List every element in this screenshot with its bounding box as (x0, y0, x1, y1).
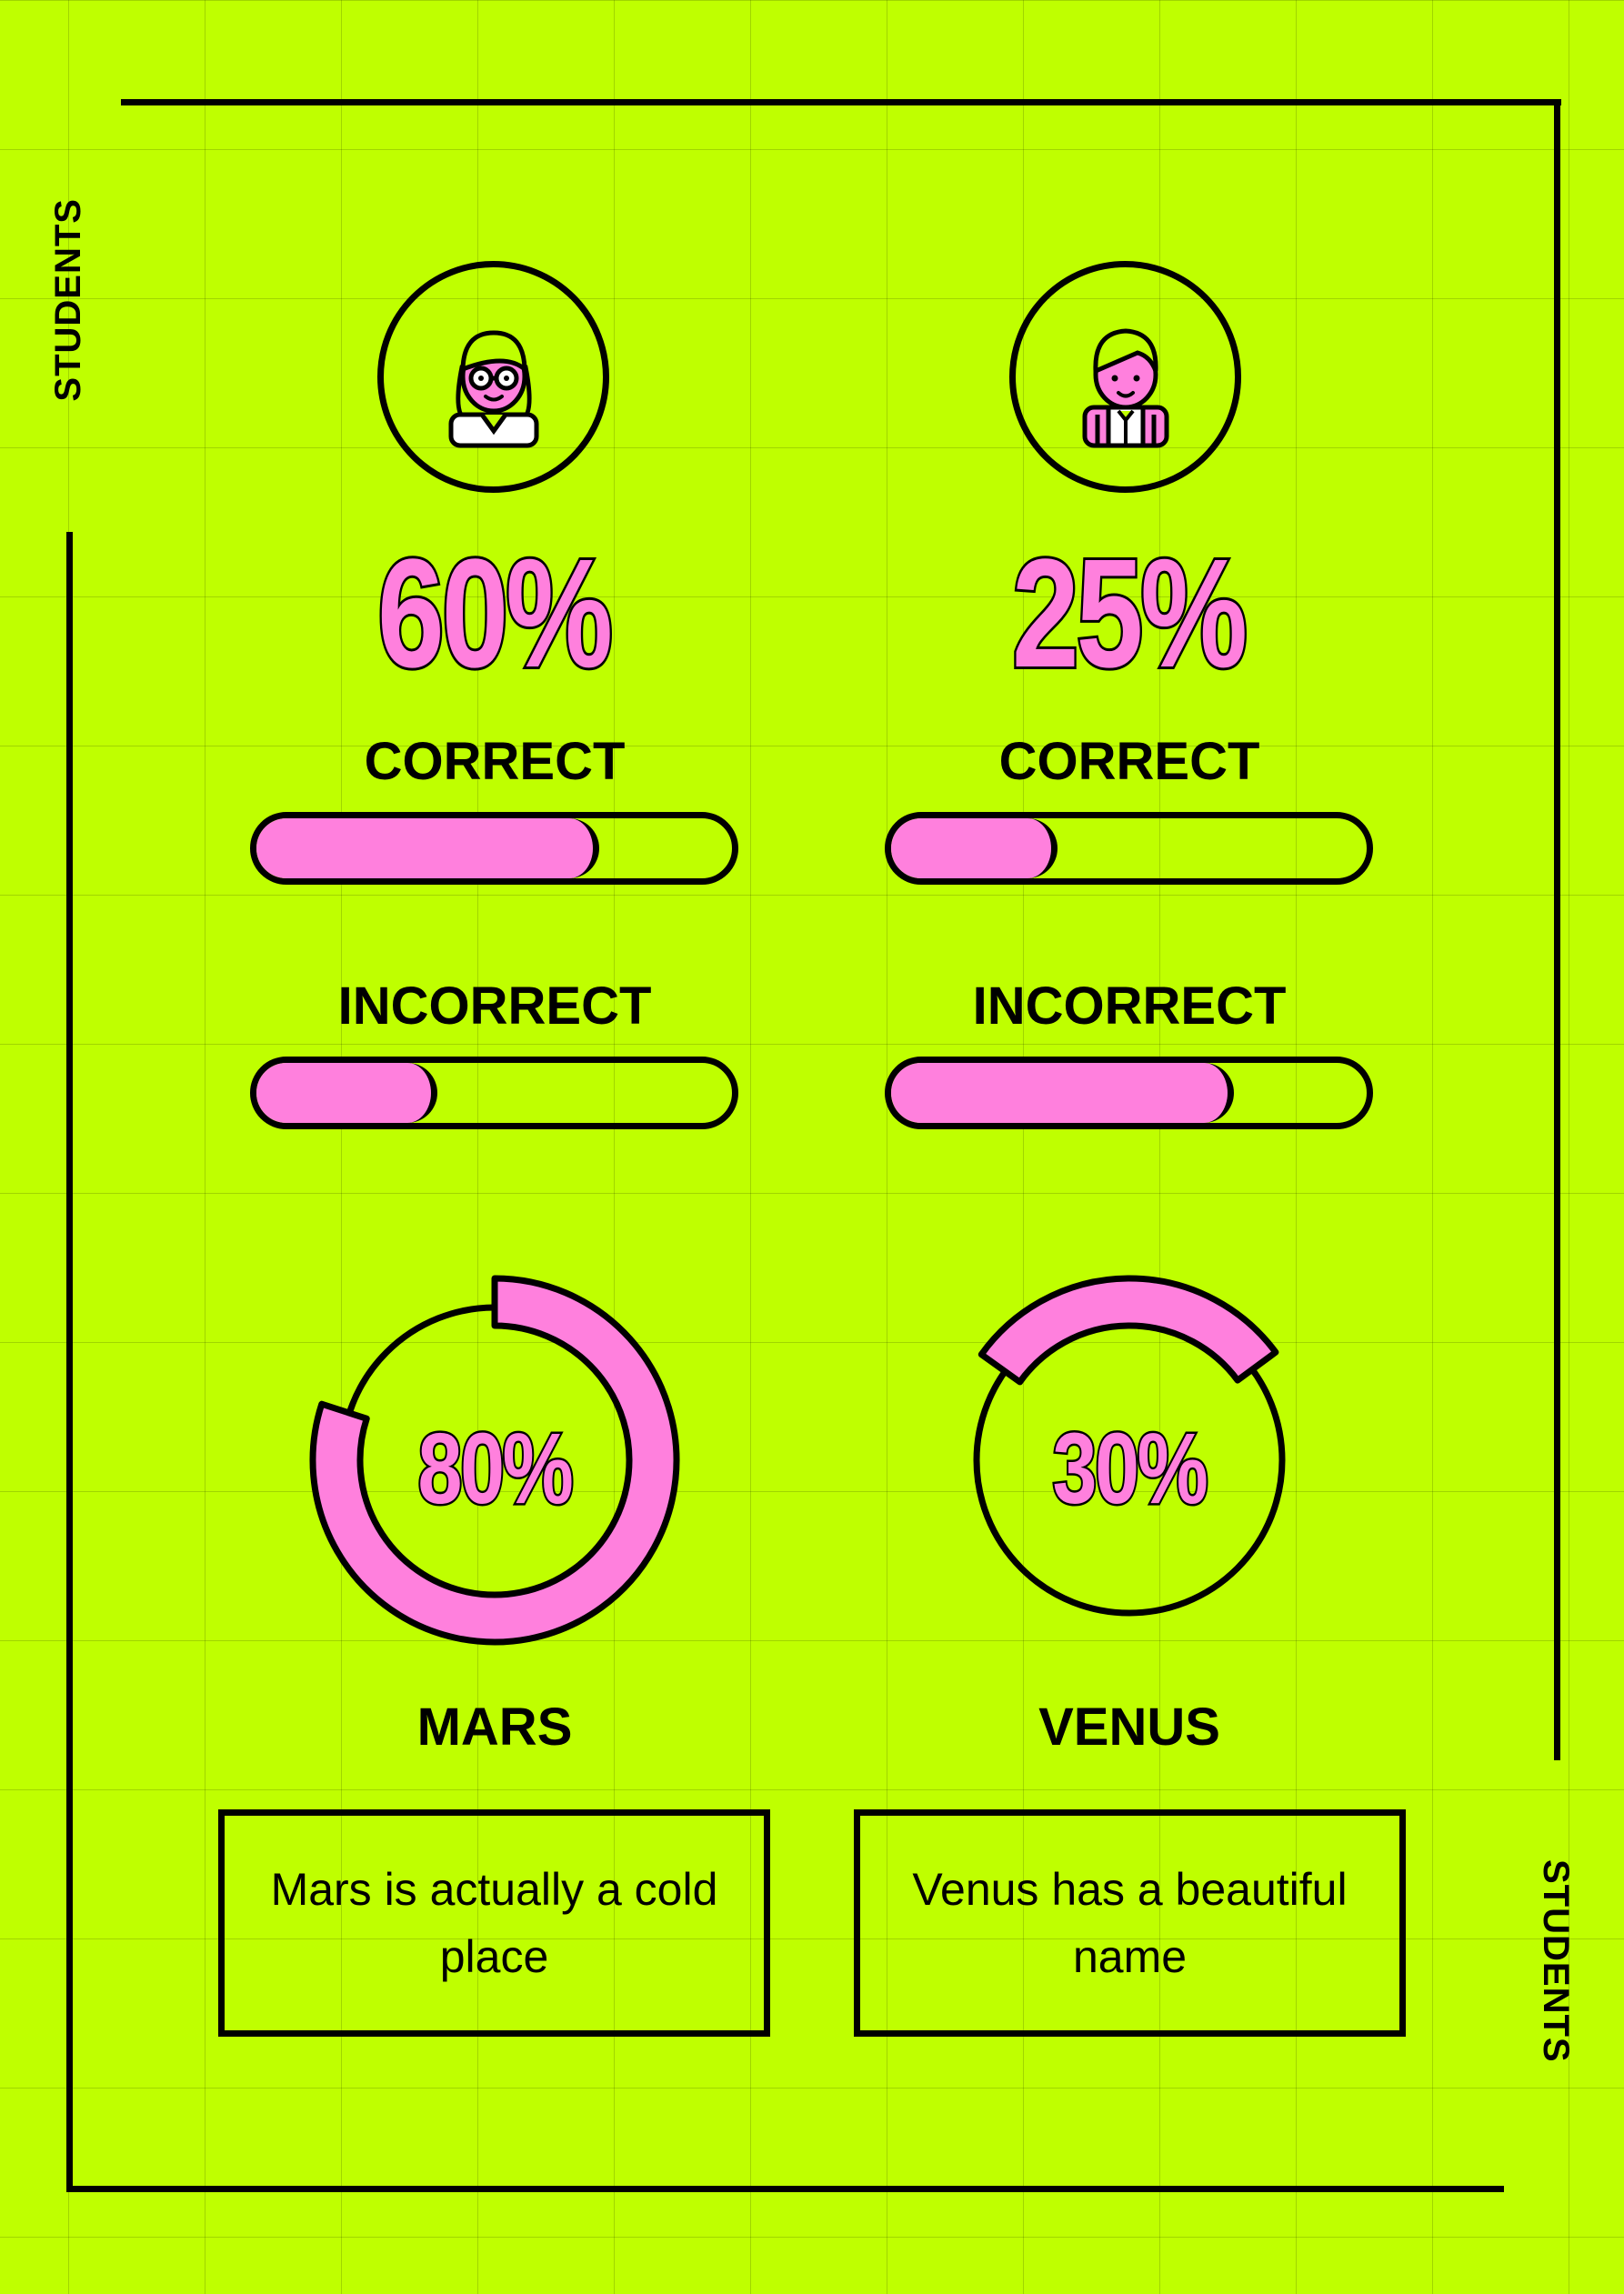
note-box: Mars is actually a cold place (218, 1809, 770, 2037)
note-text: Venus has a beautiful name (912, 1864, 1348, 1982)
donut-arc (977, 1275, 1279, 1386)
donut-chart: 30% (973, 1275, 1286, 1617)
frame-top-line (121, 99, 1561, 105)
frame-left-line (66, 532, 73, 2192)
frame-right-line (1554, 99, 1560, 1760)
correct-progress-bar (885, 812, 1373, 885)
boy-student-icon (1082, 328, 1169, 448)
incorrect-progress-bar (250, 1057, 738, 1129)
note-box: Venus has a beautiful name (854, 1809, 1406, 2037)
correct-progress-fill (891, 818, 1058, 878)
side-label-top-left: STUDENTS (48, 198, 88, 402)
frame-bottom-line (66, 2186, 1504, 2192)
correct-progress-fill (256, 818, 599, 878)
incorrect-progress-bar (885, 1057, 1373, 1129)
girl-with-glasses-icon (448, 330, 539, 448)
donut-value: 30% (1053, 1414, 1207, 1526)
donut-value: 80% (418, 1414, 572, 1526)
student-avatar (1009, 261, 1241, 493)
incorrect-progress-fill (256, 1063, 437, 1123)
planet-name: MARS (416, 1698, 573, 1757)
correct-label: CORRECT (998, 732, 1260, 791)
correct-label: CORRECT (364, 732, 626, 791)
incorrect-label: INCORRECT (337, 977, 652, 1036)
student-correct-percentage: 60% (376, 527, 616, 700)
student-avatar (377, 261, 609, 493)
donut-arc (309, 1275, 680, 1646)
donut-chart: 80% (309, 1275, 680, 1646)
note-text: Mars is actually a cold place (270, 1864, 718, 1982)
student-correct-percentage: 25% (1010, 527, 1250, 700)
planet-name: VENUS (1038, 1698, 1220, 1757)
correct-progress-bar (250, 812, 738, 885)
incorrect-progress-fill (891, 1063, 1234, 1123)
side-label-bottom-right: STUDENTS (1536, 1859, 1576, 2063)
incorrect-label: INCORRECT (972, 977, 1287, 1036)
